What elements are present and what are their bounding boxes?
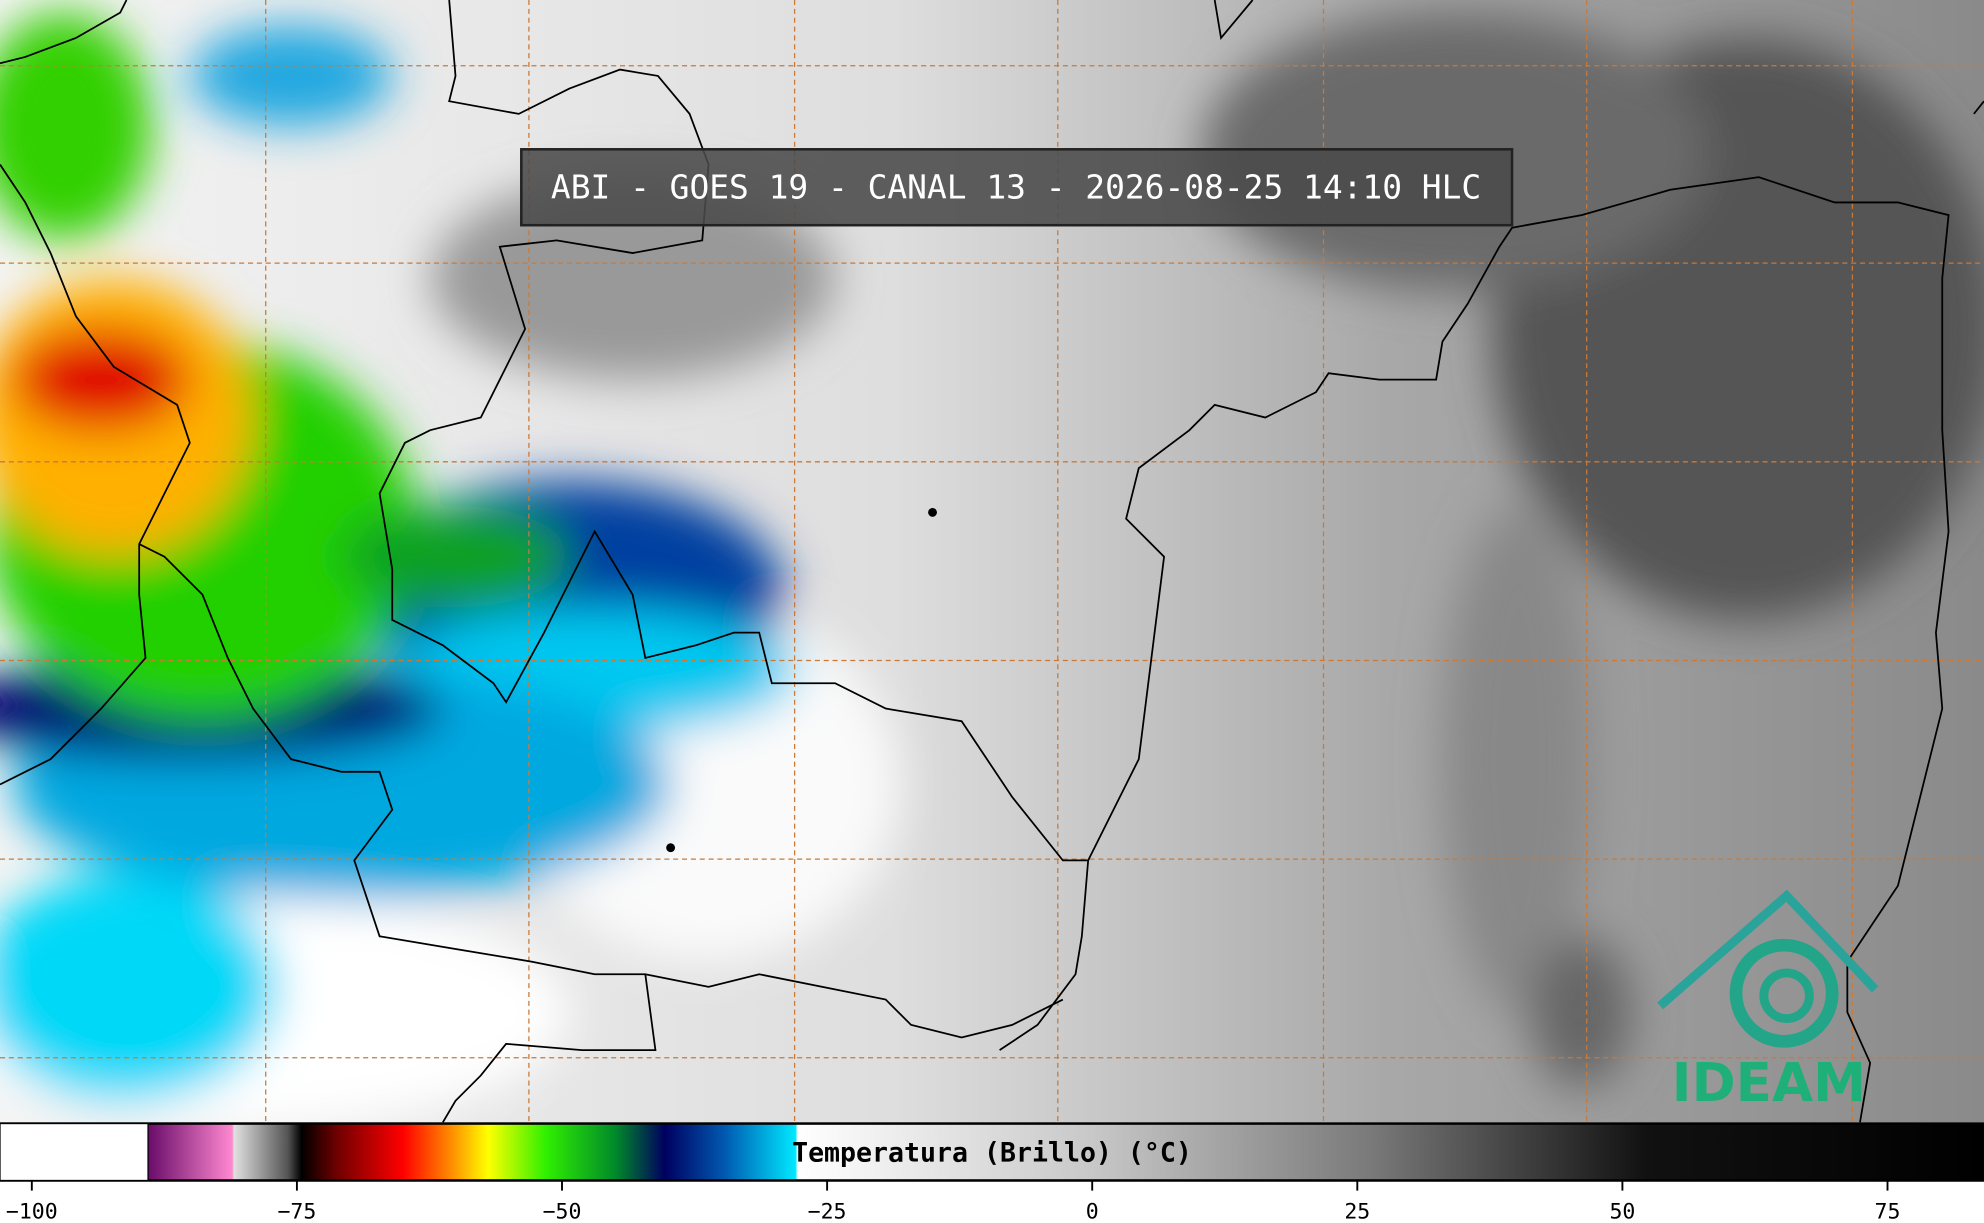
colorbar-tick-label: −100 (6, 1199, 58, 1223)
colorbar-tick-label: 50 (1609, 1199, 1635, 1223)
borders (0, 0, 1984, 1123)
colorbar: Temperatura (Brillo) (°C) (0, 1122, 1984, 1182)
colorbar-tick-label: −75 (277, 1199, 316, 1223)
title-box: ABI - GOES 19 - CANAL 13 - 2026-08-25 14… (520, 148, 1514, 227)
colorbar-tick-label: 25 (1344, 1199, 1370, 1223)
colorbar-label: Temperatura (Brillo) (°C) (792, 1138, 1192, 1169)
city-marker (666, 843, 676, 853)
graticule (0, 0, 1984, 1123)
colorbar-tick-label: 75 (1875, 1199, 1901, 1223)
colorbar-tick-label: −50 (543, 1199, 582, 1223)
logo: IDEAM (1657, 889, 1879, 1114)
colorbar-tick-label: 0 (1086, 1199, 1099, 1223)
logo-text: IDEAM (1672, 1052, 1866, 1114)
colorbar-tick-label: −25 (808, 1199, 847, 1223)
title: ABI - GOES 19 - CANAL 13 - 2026-08-25 14… (551, 168, 1481, 207)
city-marker (928, 508, 937, 517)
